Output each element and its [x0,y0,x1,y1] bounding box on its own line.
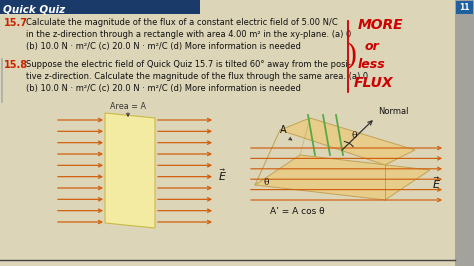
Text: or: or [365,40,380,53]
Text: θ: θ [352,131,357,140]
Text: Normal: Normal [378,107,409,116]
Text: Area = A: Area = A [110,102,146,111]
Text: MORE: MORE [358,18,404,32]
Text: Suppose the electric field of Quick Quiz 15.7 is tilted 60° away from the posi-
: Suppose the electric field of Quick Quiz… [26,60,368,93]
Text: A’ = A cos θ: A’ = A cos θ [270,207,325,216]
Text: Calculate the magnitude of the flux of a constant electric field of 5.00 N/C
in : Calculate the magnitude of the flux of a… [26,18,351,51]
Text: 15.7: 15.7 [4,18,28,28]
Text: FLUX: FLUX [354,76,393,90]
FancyBboxPatch shape [0,0,200,14]
Text: A: A [280,125,287,135]
Text: less: less [358,58,386,71]
Text: $\vec{E}$: $\vec{E}$ [218,167,227,183]
Text: 11: 11 [459,3,469,13]
FancyBboxPatch shape [455,0,474,266]
Text: $\vec{E}$: $\vec{E}$ [432,175,441,191]
Text: 15.8: 15.8 [4,60,28,70]
FancyBboxPatch shape [456,1,473,14]
Text: Quick Quiz: Quick Quiz [3,5,65,15]
Polygon shape [255,155,430,200]
Polygon shape [105,113,155,228]
Polygon shape [280,118,415,165]
Text: θ: θ [264,178,270,187]
Text: ): ) [346,43,357,69]
